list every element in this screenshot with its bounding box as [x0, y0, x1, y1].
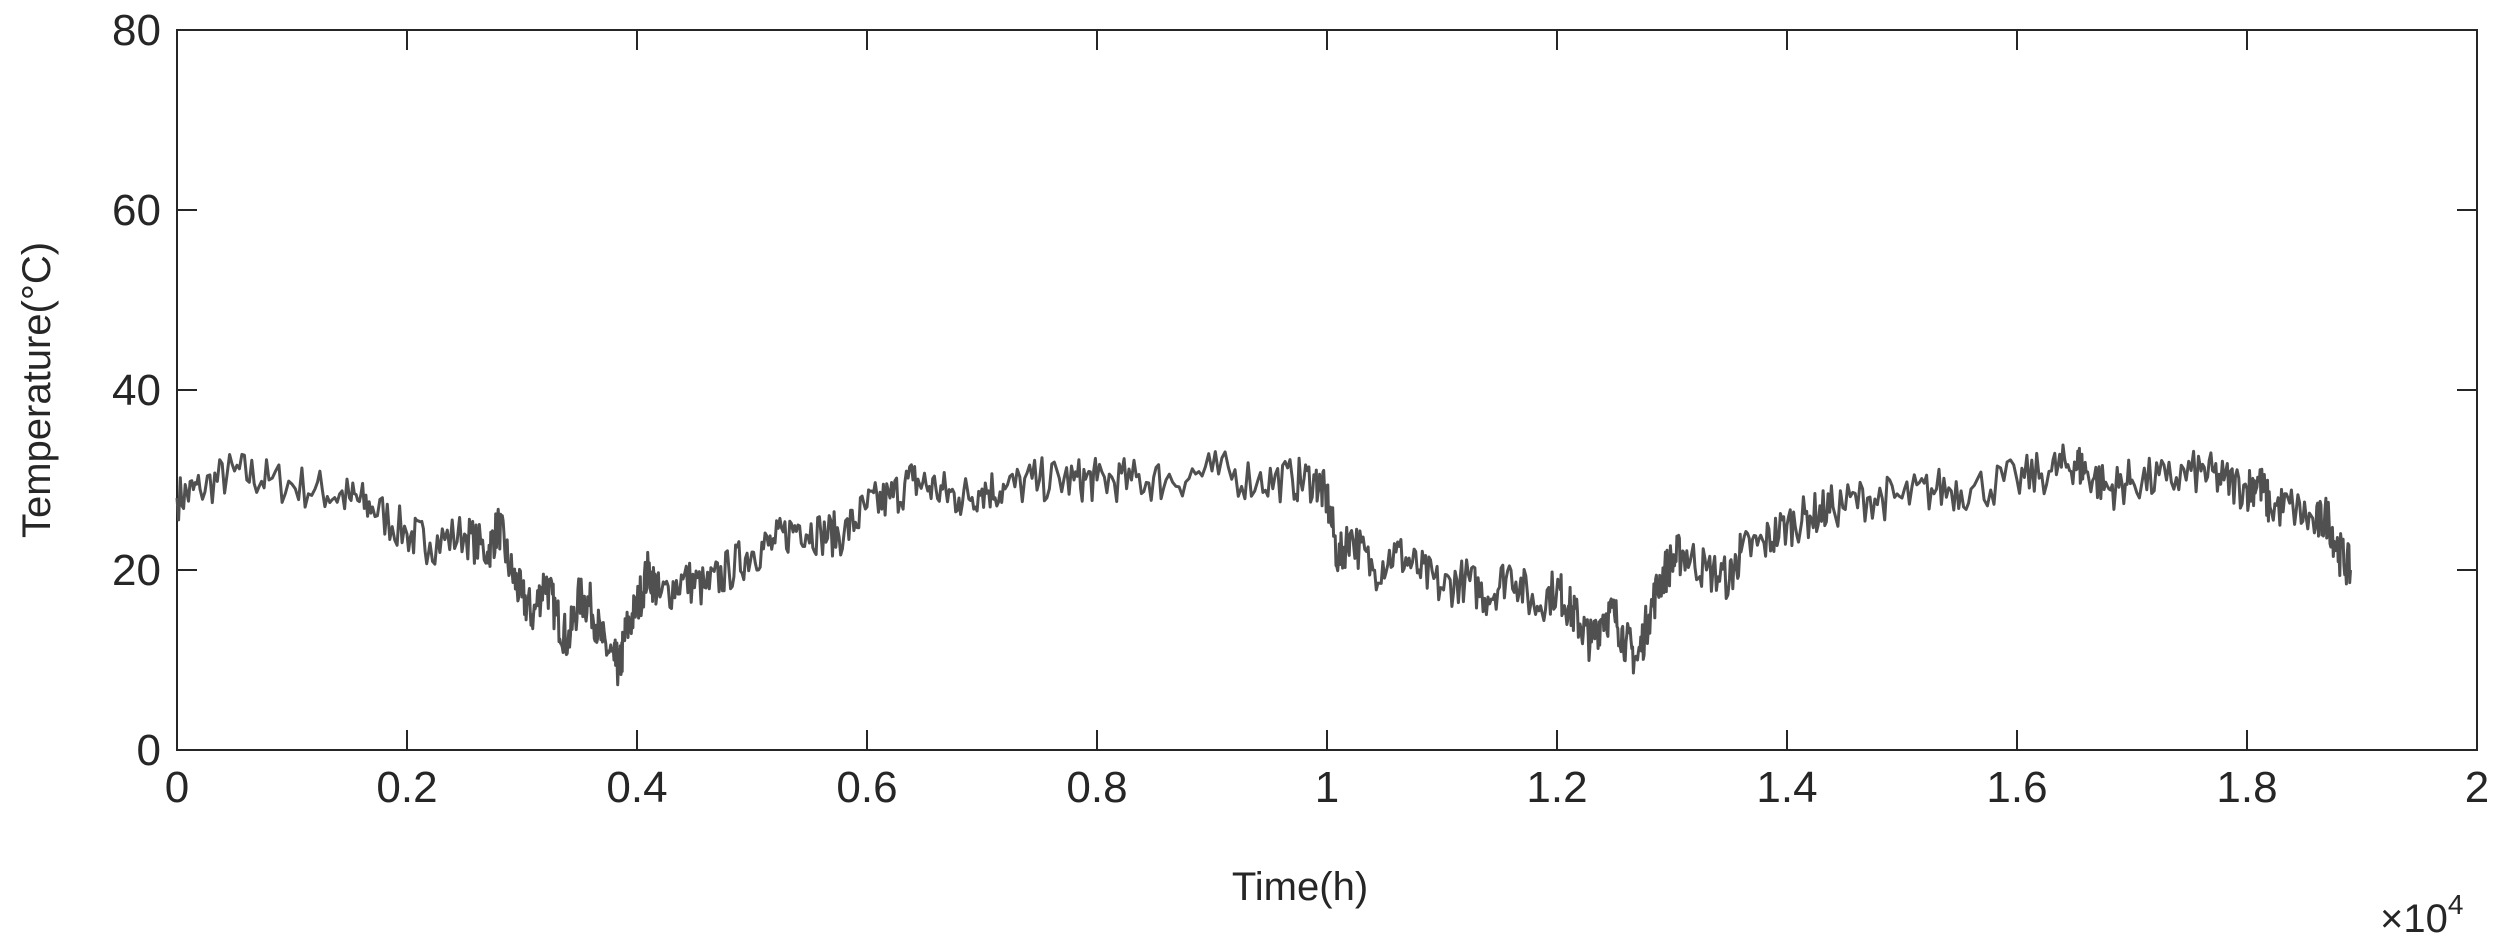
- x-tick-label: 2: [2465, 763, 2489, 812]
- x-tick-label: 1.8: [2216, 763, 2277, 812]
- x-exponent-base: ×10: [2380, 897, 2448, 941]
- y-tick-label: 0: [137, 726, 161, 775]
- y-tick-label: 60: [112, 186, 161, 235]
- series-line: [175, 443, 2352, 687]
- x-tick-label: 0.8: [1066, 763, 1127, 812]
- x-tick-label: 1: [1315, 763, 1339, 812]
- x-exponent-label: ×104: [2380, 889, 2463, 941]
- x-tick-label: 0.2: [376, 763, 437, 812]
- y-tick-label: 40: [112, 366, 161, 415]
- axes-box: [176, 29, 2478, 751]
- x-axis-label: Time(h): [1232, 865, 1368, 909]
- x-tick-label: 0.6: [836, 763, 897, 812]
- y-tick-label: 80: [112, 6, 161, 55]
- x-exponent-power: 4: [2448, 889, 2464, 920]
- y-axis-label: Temperature(°C): [15, 242, 59, 538]
- x-tick-label: 0: [165, 763, 189, 812]
- x-axis: 0 0.2 0.4 0.6 0.8 1 1.2 1.4 1.6 1.8 2: [165, 30, 2489, 812]
- x-tick-label: 1.6: [1986, 763, 2047, 812]
- y-tick-label: 20: [112, 546, 161, 595]
- y-axis: 0 20 40 60 80: [112, 6, 2477, 775]
- x-tick-label: 1.4: [1756, 763, 1817, 812]
- x-tick-label: 1.2: [1526, 763, 1587, 812]
- plot-area: [175, 29, 2478, 751]
- x-tick-label: 0.4: [606, 763, 667, 812]
